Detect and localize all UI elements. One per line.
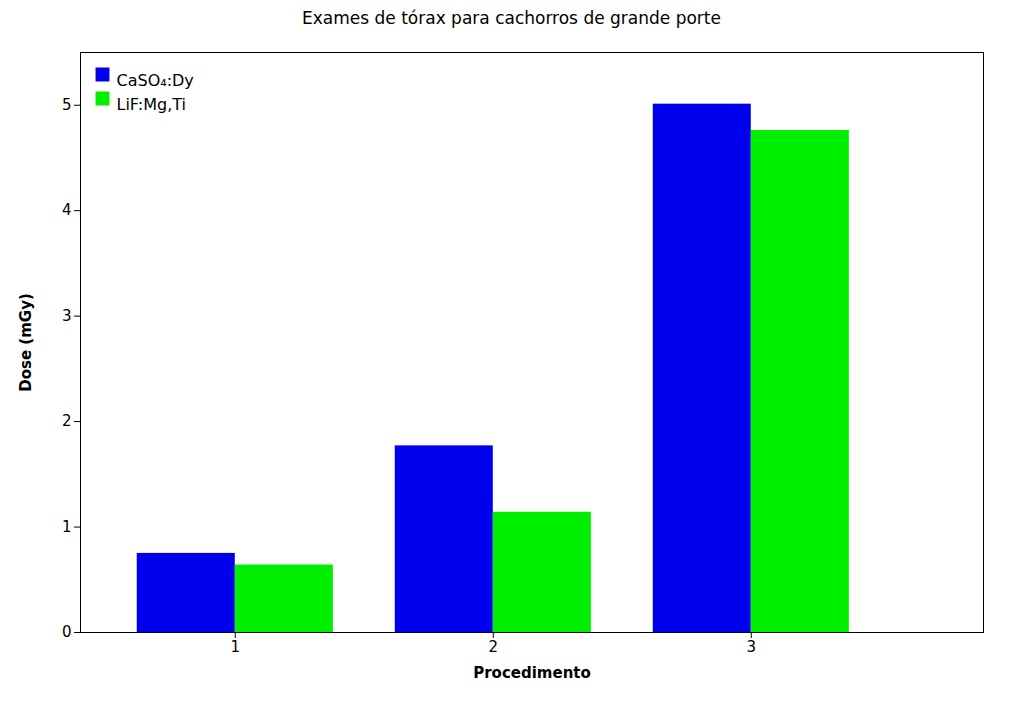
svg-text:2: 2	[489, 638, 499, 656]
svg-text:LiF:Mg,Ti: LiF:Mg,Ti	[117, 95, 186, 114]
svg-text:1: 1	[62, 518, 72, 536]
svg-text:3: 3	[62, 307, 72, 325]
svg-text:3: 3	[747, 638, 757, 656]
svg-text:2: 2	[62, 412, 72, 430]
svg-text:1: 1	[231, 638, 241, 656]
svg-text:Dose (mGy): Dose (mGy)	[17, 293, 35, 392]
svg-text:4: 4	[62, 201, 72, 219]
svg-text:Procedimento: Procedimento	[473, 664, 591, 682]
html-text:Exames de tórax para cachorros: Exames de tórax para cachorros de grande…	[302, 8, 721, 28]
svg-text:5: 5	[62, 96, 72, 114]
svg-text:0: 0	[62, 623, 72, 641]
svg-text:CaSO₄:Dy: CaSO₄:Dy	[117, 71, 194, 90]
